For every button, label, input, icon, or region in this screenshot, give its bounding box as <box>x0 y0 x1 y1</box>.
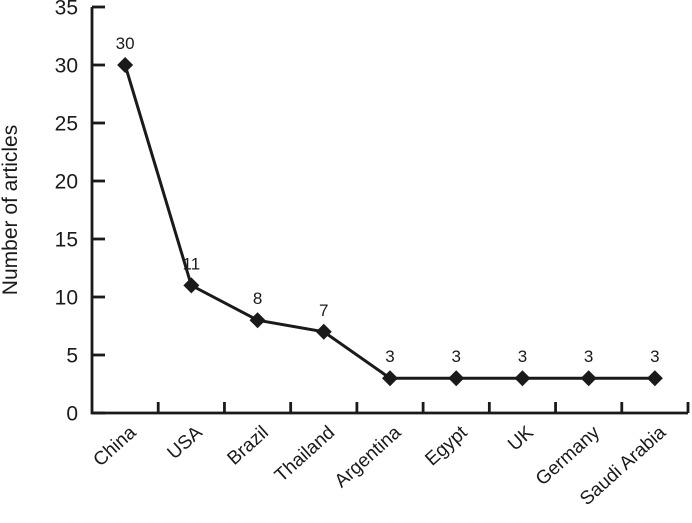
data-point-marker <box>249 312 266 329</box>
x-axis-category-label: UK <box>504 422 538 455</box>
data-point-marker <box>580 370 597 387</box>
x-axis-category-label: Argentina <box>331 422 406 492</box>
y-axis-tick-label: 15 <box>55 229 78 252</box>
data-point-label: 11 <box>183 254 201 273</box>
data-point-label: 30 <box>116 34 135 53</box>
x-axis-category-label: USA <box>164 422 207 464</box>
data-point-label: 3 <box>650 347 659 366</box>
y-axis-tick-label: 5 <box>66 345 78 368</box>
data-point-marker <box>315 323 332 340</box>
data-point-marker <box>382 370 398 387</box>
x-axis-category-label: Thailand <box>271 422 339 486</box>
y-axis-title: Number of articles <box>0 125 22 295</box>
y-axis-tick-label: 25 <box>55 113 78 136</box>
x-axis-category-label: Egypt <box>421 422 472 471</box>
data-point-label: 3 <box>518 347 527 366</box>
x-axis-category-label: Brazil <box>224 422 273 469</box>
data-point-label: 8 <box>253 289 262 308</box>
data-point-label: 3 <box>385 347 394 366</box>
data-point-marker <box>117 57 134 73</box>
y-axis-tick-label: 0 <box>66 403 78 426</box>
data-point-marker <box>183 277 200 294</box>
data-point-label: 3 <box>584 347 593 366</box>
data-point-label: 7 <box>319 301 328 320</box>
x-axis-category-label: China <box>90 422 141 471</box>
data-point-marker <box>646 370 663 387</box>
y-axis-tick-label: 20 <box>55 171 78 194</box>
y-axis-tick-label: 10 <box>55 287 78 310</box>
data-point-marker <box>514 370 531 387</box>
data-point-label: 3 <box>451 347 460 366</box>
data-point-marker <box>448 370 465 387</box>
data-line <box>123 64 655 380</box>
y-axis-tick-label: 30 <box>55 55 78 78</box>
y-axis-tick-label: 35 <box>55 0 78 20</box>
